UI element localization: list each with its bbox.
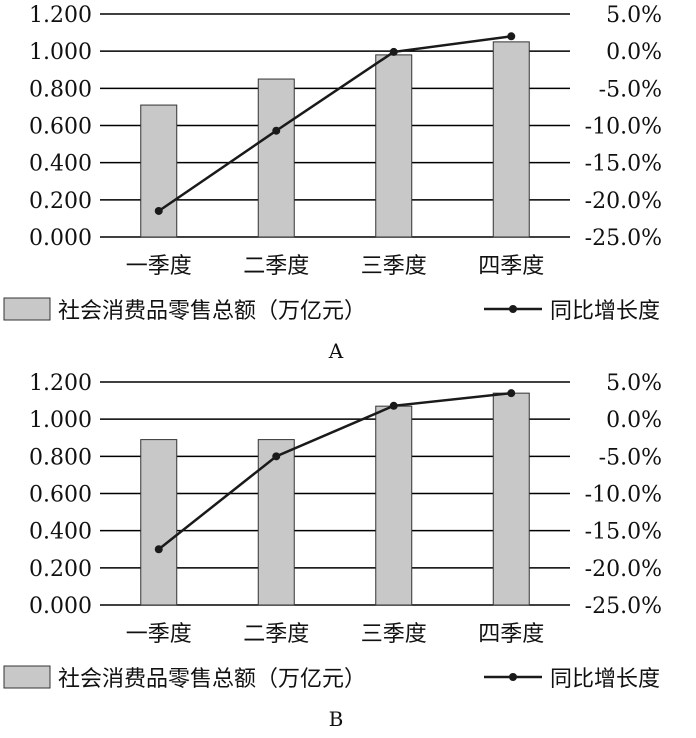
chart-a-y-right-tick-label: -20.0% bbox=[585, 189, 662, 214]
chart-b-bar bbox=[140, 439, 178, 606]
chart-panel-a: 0.000 -25.0% 0.200 -20.0% 0.400 -15.0% 0.600 -1… bbox=[3, 3, 662, 363]
chart-b-y-left-tick-label: 0.800 bbox=[29, 445, 92, 470]
chart-a-legend-line-marker bbox=[509, 305, 517, 313]
chart-b-y-right-tick-label: -10.0% bbox=[585, 483, 662, 508]
chart-b-y-left-tick-label: 0.000 bbox=[29, 594, 92, 619]
chart-a-bar bbox=[140, 104, 178, 238]
chart-a-legend-line-label: 同比增长度 bbox=[550, 299, 660, 324]
chart-a-legend-bar-swatch bbox=[3, 297, 51, 321]
chart-b-legend-bar-swatch bbox=[3, 665, 51, 689]
chart-a-y-left-tick-label: 0.200 bbox=[29, 189, 92, 214]
chart-b-growth-point bbox=[507, 389, 516, 398]
chart-b-bar bbox=[375, 405, 413, 606]
chart-a-svg: 0.000 -25.0% 0.200 -20.0% 0.400 -15.0% 0.600 -1… bbox=[3, 3, 662, 363]
chart-a-y-left-tick-label: 0.600 bbox=[29, 115, 92, 140]
chart-a-bar bbox=[492, 41, 530, 238]
chart-b-y-right-tick-label: -5.0% bbox=[599, 445, 662, 470]
chart-b-category-label: 三季度 bbox=[361, 622, 427, 647]
chart-b-growth-point bbox=[389, 401, 398, 410]
chart-b-y-left-tick-label: 1.000 bbox=[29, 408, 92, 433]
chart-b-y-right-tick-label: 0.0% bbox=[606, 408, 662, 433]
chart-a-y-left-tick-label: 1.000 bbox=[29, 40, 92, 65]
chart-b-bar bbox=[492, 392, 530, 606]
chart-b-y-left-tick-label: 0.200 bbox=[29, 557, 92, 582]
chart-a-legend-bar-label: 社会消费品零售总额（万亿元） bbox=[58, 299, 366, 324]
chart-b-legend-bar-label: 社会消费品零售总额（万亿元） bbox=[58, 667, 366, 692]
chart-b-bar bbox=[257, 439, 295, 606]
chart-b-y-left-tick-label: 0.600 bbox=[29, 483, 92, 508]
chart-b-svg: 0.000 -25.0% 0.200 -20.0% 0.400 -15.0% 0.600 -1… bbox=[3, 371, 662, 731]
chart-a-panel-label: A bbox=[328, 339, 344, 363]
chart-a-category-label: 一季度 bbox=[126, 254, 192, 279]
chart-a-category-label: 四季度 bbox=[478, 254, 544, 279]
chart-a-y-right-tick-label: -5.0% bbox=[599, 77, 662, 102]
chart-b-y-left-tick-label: 1.200 bbox=[29, 371, 92, 396]
chart-b-y-right-tick-label: -25.0% bbox=[585, 594, 662, 619]
chart-a-growth-point bbox=[507, 32, 516, 41]
chart-b-category-label: 四季度 bbox=[478, 622, 544, 647]
chart-a-y-right-tick-label: -15.0% bbox=[585, 152, 662, 177]
chart-a-growth-point bbox=[272, 126, 281, 135]
chart-a-y-right-tick-label: 0.0% bbox=[606, 40, 662, 65]
chart-a-bar bbox=[257, 78, 295, 238]
chart-a-y-left-tick-label: 0.000 bbox=[29, 226, 92, 251]
chart-a-y-left-tick-label: 0.400 bbox=[29, 152, 92, 177]
chart-b-category-label: 一季度 bbox=[126, 622, 192, 647]
chart-a-y-left-tick-label: 1.200 bbox=[29, 3, 92, 28]
chart-b-category-label: 二季度 bbox=[243, 622, 309, 647]
chart-a-category-label: 二季度 bbox=[243, 254, 309, 279]
chart-a-y-right-tick-label: -25.0% bbox=[585, 226, 662, 251]
chart-a-bar bbox=[375, 54, 413, 238]
chart-a-y-right-tick-label: -10.0% bbox=[585, 115, 662, 140]
chart-b-legend-line-marker bbox=[509, 673, 517, 681]
chart-b-y-right-tick-label: -15.0% bbox=[585, 520, 662, 545]
chart-b-y-left-tick-label: 0.400 bbox=[29, 520, 92, 545]
chart-a-growth-point bbox=[389, 47, 398, 56]
chart-b-y-right-tick-label: -20.0% bbox=[585, 557, 662, 582]
chart-b-y-right-tick-label: 5.0% bbox=[606, 371, 662, 396]
chart-b-growth-point bbox=[272, 452, 281, 461]
chart-panel-b: 0.000 -25.0% 0.200 -20.0% 0.400 -15.0% 0.600 -1… bbox=[0, 368, 696, 738]
chart-b-growth-line bbox=[157, 391, 512, 551]
chart-a-y-left-tick-label: 0.800 bbox=[29, 77, 92, 102]
chart-a-growth-point bbox=[154, 206, 163, 215]
chart-b-legend-line-label: 同比增长度 bbox=[550, 667, 660, 692]
chart-b-growth-point bbox=[154, 545, 163, 554]
chart-b-panel-label: B bbox=[329, 707, 344, 731]
chart-a-y-right-tick-label: 5.0% bbox=[606, 3, 662, 28]
chart-a-growth-line bbox=[158, 35, 512, 213]
chart-a-category-label: 三季度 bbox=[361, 254, 427, 279]
